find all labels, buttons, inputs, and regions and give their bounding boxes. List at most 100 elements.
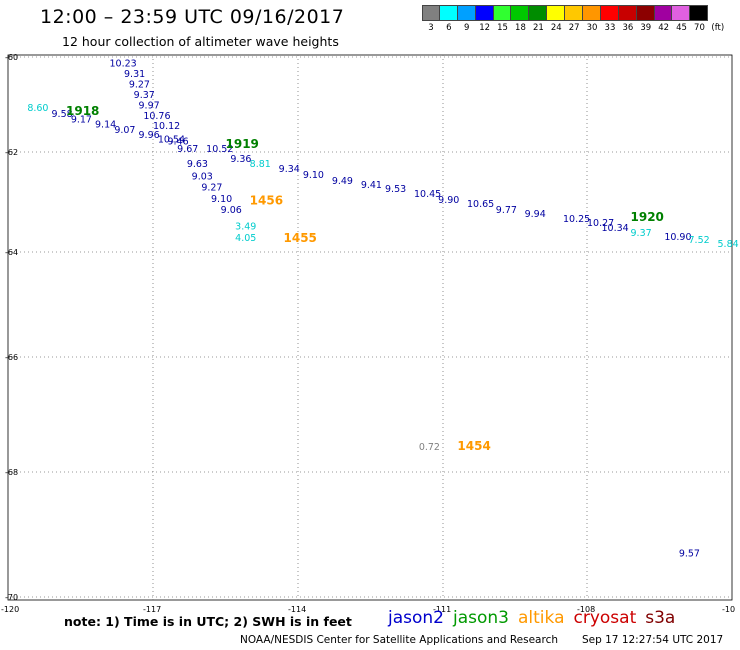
wave-height-value: 10.90 [664, 232, 691, 243]
lat-tick-label: -70 [5, 593, 18, 602]
wave-height-value: 9.58 [52, 109, 73, 120]
color-swatch [636, 5, 655, 21]
wave-height-value: 9.14 [95, 119, 116, 130]
wave-height-value: 9.77 [496, 205, 517, 216]
map-frame [7, 54, 733, 601]
page-subtitle: 12 hour collection of altimeter wave hei… [62, 34, 339, 49]
color-scale-label: 39 [640, 23, 652, 33]
wave-height-value: 7.52 [689, 235, 710, 246]
lat-tick-label: -66 [5, 353, 18, 362]
wave-height-value: 9.37 [134, 90, 155, 101]
map-note: note: 1) Time is in UTC; 2) SWH is in fe… [64, 614, 352, 629]
page-title: 12:00 – 23:59 UTC 09/16/2017 [40, 6, 345, 28]
color-swatch [493, 5, 512, 21]
credit-line: NOAA/NESDIS Center for Satellite Applica… [240, 634, 558, 646]
color-swatch [457, 5, 476, 21]
pass-time-label: 1456 [250, 194, 283, 208]
color-swatch [654, 5, 673, 21]
color-swatch [618, 5, 637, 21]
wave-height-value: 9.27 [201, 183, 222, 194]
wave-height-value: 9.27 [129, 79, 150, 90]
legend-entry: s3a [645, 608, 676, 628]
lat-tick-label: -68 [5, 468, 18, 477]
wave-height-value: 9.63 [187, 159, 208, 170]
wave-height-value: 9.53 [385, 184, 406, 195]
color-scale-label: 15 [497, 23, 508, 33]
generated-timestamp: Sep 17 12:27:54 UTC 2017 [582, 634, 724, 646]
lon-tick-label: -117 [143, 605, 161, 614]
legend-entry: altika [518, 608, 565, 628]
lon-tick-label: -108 [577, 605, 595, 614]
color-scale-label: 30 [586, 23, 598, 33]
wave-height-value: 10.27 [587, 218, 614, 229]
legend-entry: jason3 [453, 608, 509, 628]
color-swatch [511, 5, 530, 21]
wave-height-value: 10.76 [143, 111, 170, 122]
lat-tick-label: -62 [5, 148, 18, 157]
pass-time-label: 1918 [66, 104, 99, 118]
wave-height-value: 10.25 [563, 214, 590, 225]
wave-height-value: 9.10 [303, 170, 324, 181]
legend-entry: jason2 [388, 608, 444, 628]
wave-height-value: 9.34 [279, 164, 300, 175]
color-scale-label: 12 [479, 23, 491, 33]
color-scale-unit: (ft) [711, 23, 725, 33]
wave-height-value: 10.54 [158, 135, 185, 146]
wave-height-value: 9.06 [221, 205, 242, 216]
color-scale-label: 33 [604, 23, 616, 33]
lon-tick-label: -111 [433, 605, 451, 614]
wave-height-value: 9.49 [332, 176, 353, 187]
wave-height-value: 9.97 [139, 100, 160, 111]
color-scale-label: 21 [532, 23, 544, 33]
lat-tick-label: -64 [5, 248, 18, 257]
color-scale-label: 6 [446, 23, 452, 33]
lat-tick-label: -60 [5, 53, 18, 62]
wave-height-value: 9.37 [631, 228, 652, 239]
wave-height-value: 9.03 [192, 172, 213, 183]
wave-height-value: 10.12 [153, 121, 180, 132]
wave-height-value: 9.17 [71, 115, 92, 126]
wave-height-value: 9.94 [525, 209, 546, 220]
wave-height-value: 8.81 [250, 159, 271, 170]
wave-height-value: 9.96 [139, 130, 160, 141]
pass-labels: 1918191914561455192014541546 [66, 104, 664, 453]
color-scale-labels: 3 6 9 12 15 18 21 24 27 30 33 36 39 42 45 70 (ft) [0, 23, 740, 35]
wave-height-value: 9.36 [230, 154, 251, 165]
wave-height-value: 9.90 [438, 195, 459, 206]
observation-labels: 10.239.319.279.379.978.609.58 10.769.17 9.… [27, 59, 739, 560]
color-swatch [422, 5, 440, 21]
wave-height-value: 5.84 [718, 239, 739, 250]
wave-height-value: 9.67 [177, 144, 198, 155]
color-swatch [529, 5, 548, 21]
color-scale-label: 27 [568, 23, 580, 33]
color-scale-label: 18 [515, 23, 526, 33]
color-scale-label: 9 [464, 23, 470, 33]
color-scale-label: 24 [550, 23, 562, 33]
color-swatch [439, 5, 458, 21]
pass-time-label: 1455 [284, 231, 317, 245]
pass-time-label: 1454 [457, 439, 490, 453]
color-swatch [690, 5, 709, 21]
wave-height-value: 4.05 [235, 233, 256, 244]
lon-tick-label: -114 [288, 605, 306, 614]
color-swatch [672, 5, 691, 21]
wave-height-value: 9.07 [114, 125, 135, 136]
axis-tick-labels: -60 -62 -64 -66 -68 -70 -120 -117 -114 -111 -108 -1… [1, 53, 735, 614]
map-grid [7, 54, 733, 601]
wave-height-value: 10.65 [467, 199, 494, 210]
color-scale-bar [422, 5, 709, 21]
pass-time-label: 1919 [226, 137, 259, 151]
legend-entry: cryosat [573, 608, 637, 628]
wave-height-value: 10.52 [206, 144, 233, 155]
satellite-legend: jason2 jason3 altika cryosat s3a [388, 608, 684, 628]
wave-height-value: 9.10 [211, 194, 232, 205]
color-swatch [565, 5, 584, 21]
wave-height-value: 9.57 [679, 548, 700, 559]
color-scale-label: 42 [658, 23, 670, 33]
pass-time-label: 1920 [631, 210, 664, 224]
wave-height-value: 9.31 [124, 69, 145, 80]
wave-height-value: 9.41 [361, 180, 382, 191]
lon-tick-label: -120 [1, 605, 19, 614]
wave-height-value: 10.45 [414, 189, 441, 200]
